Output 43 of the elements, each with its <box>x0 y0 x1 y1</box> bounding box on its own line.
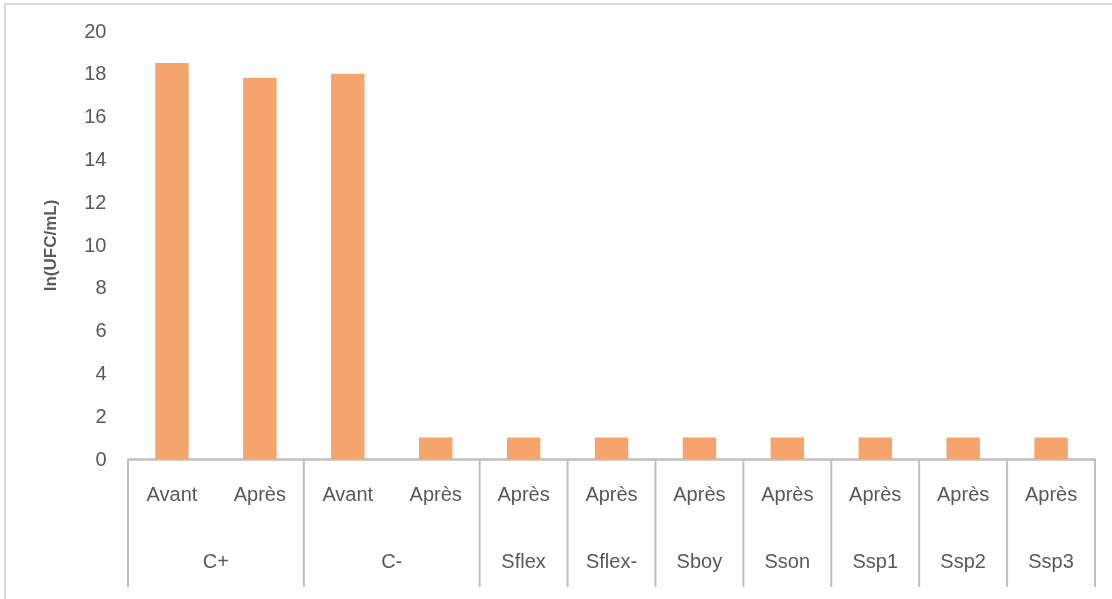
x-tick-label: Après <box>673 483 726 505</box>
bar <box>331 73 365 459</box>
x-tick-label: Après <box>497 483 550 505</box>
y-tick-label: 16 <box>84 105 107 128</box>
y-axis-title: ln(UFC/mL) <box>40 199 60 292</box>
x-tick-label: Après <box>761 483 814 505</box>
bar <box>682 437 717 459</box>
text: Sflex <box>501 550 546 572</box>
bar <box>1034 437 1068 459</box>
bar <box>946 437 980 459</box>
y-tick-label: 2 <box>95 404 107 427</box>
x-tick-label: Après <box>937 483 990 505</box>
x-tick-label: Avant <box>322 483 374 505</box>
bar <box>506 437 541 459</box>
bar <box>858 437 892 459</box>
bar <box>770 437 805 459</box>
bar <box>594 437 629 459</box>
y-tick-label: 8 <box>95 276 107 299</box>
x-tick-label: Après <box>233 483 286 505</box>
x-tick-label: Après <box>1024 483 1078 505</box>
text: Sflex- <box>585 550 638 572</box>
text: C+ <box>202 550 229 572</box>
text: Ssp1 <box>852 550 899 572</box>
y-tick-label: 0 <box>95 447 107 470</box>
x-tick-label: Après <box>849 483 902 505</box>
text: Sboy <box>676 550 723 572</box>
y-tick-label: 20 <box>84 19 107 42</box>
text: C- <box>381 550 403 572</box>
text: Ssp2 <box>940 550 986 572</box>
y-tick-label: 14 <box>84 147 107 170</box>
text: Sson <box>764 550 811 572</box>
y-tick-label: 18 <box>84 62 107 85</box>
y-tick-label: 6 <box>95 319 107 342</box>
x-tick-label: Après <box>409 483 462 505</box>
bar <box>243 78 277 459</box>
x-tick-label: Avant <box>146 483 198 505</box>
y-tick-label: 4 <box>95 361 107 384</box>
bar <box>155 63 189 459</box>
bar <box>418 437 453 459</box>
text: Ssp3 <box>1028 550 1074 572</box>
x-tick-label: Après <box>585 483 638 505</box>
y-tick-label: 10 <box>84 233 107 256</box>
y-tick-label: 12 <box>84 190 107 213</box>
